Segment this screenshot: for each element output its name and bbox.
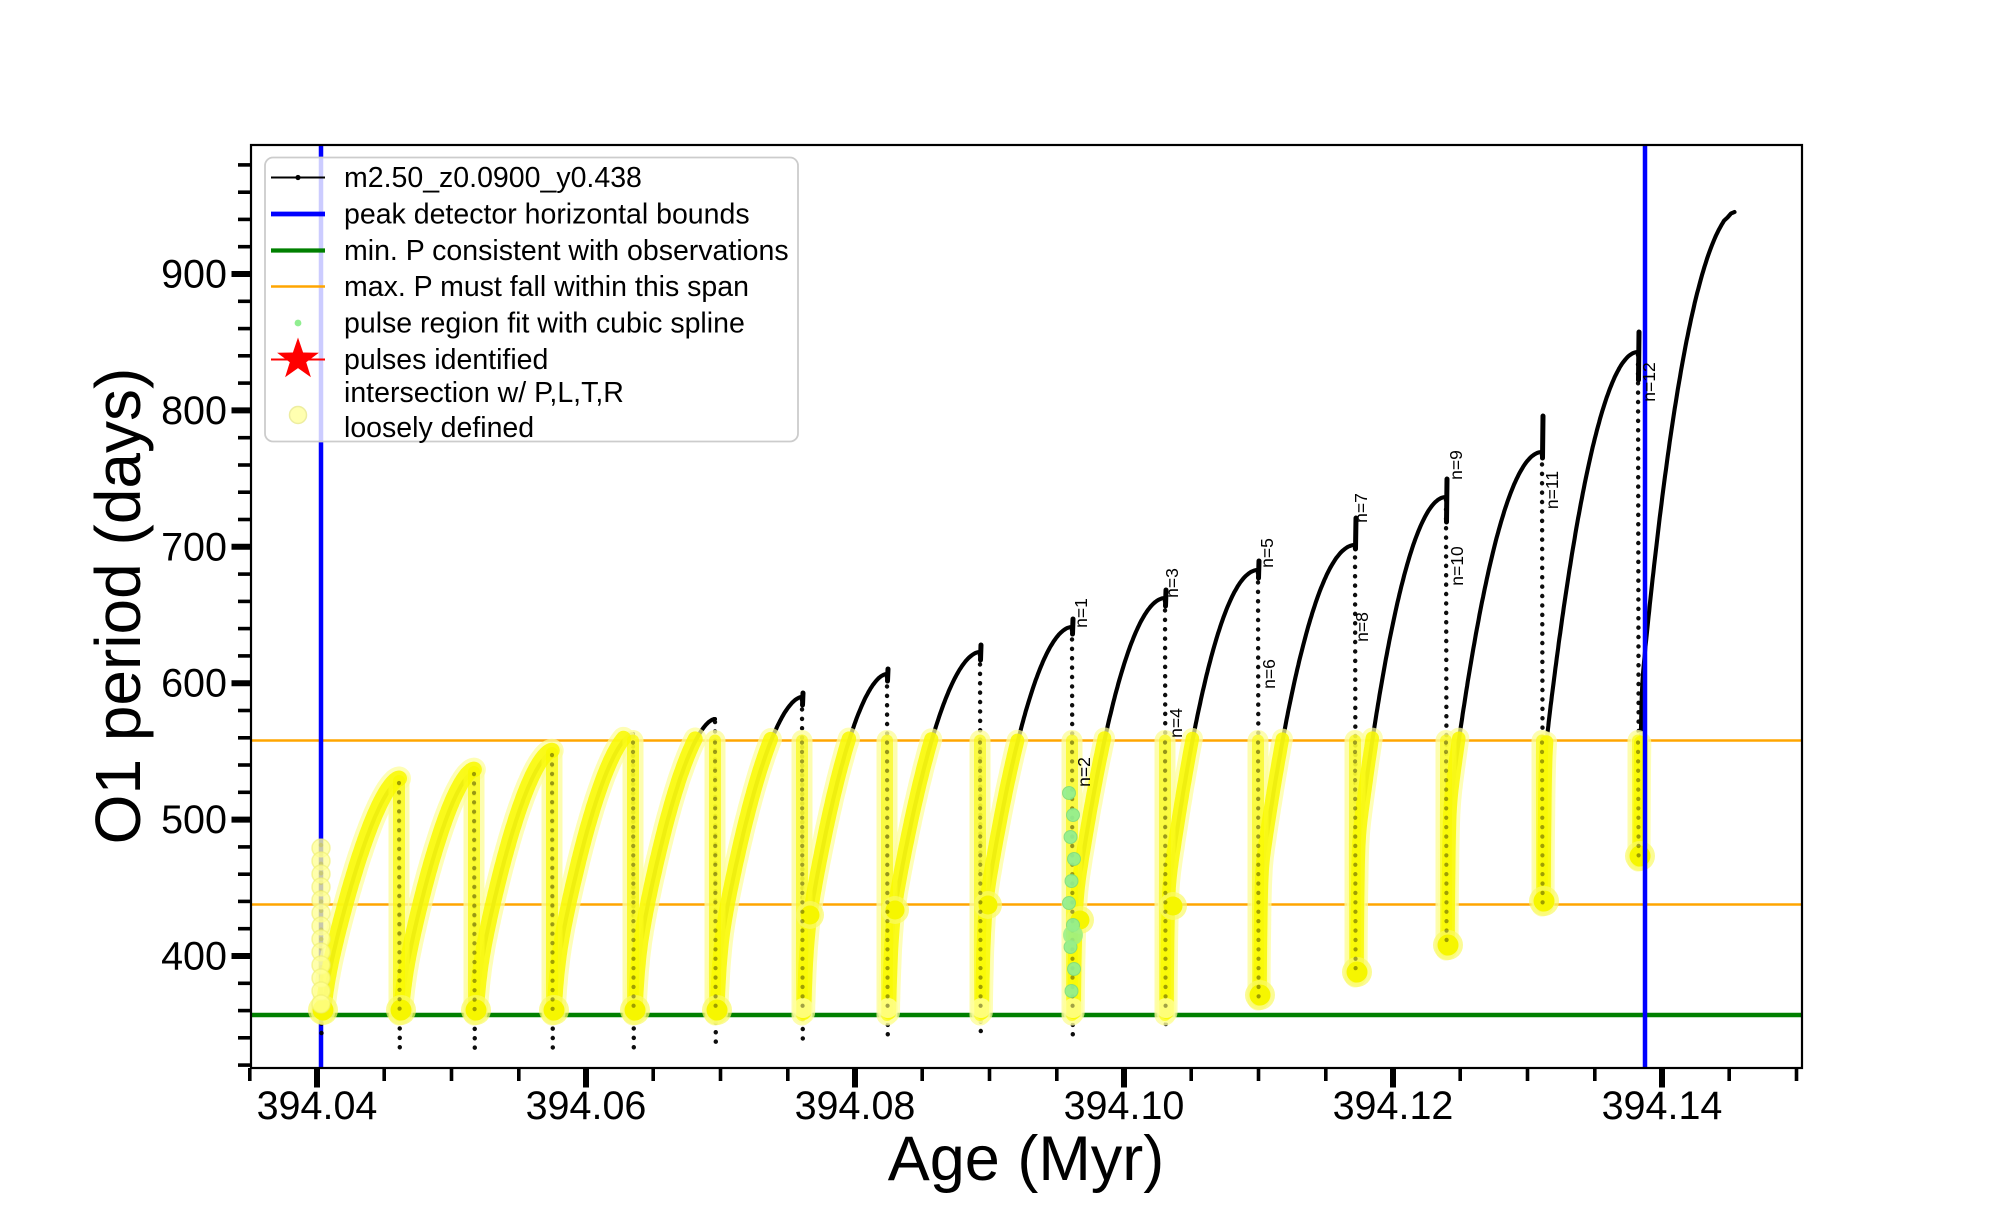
svg-text:394.14: 394.14 <box>1602 1084 1723 1128</box>
svg-text:500: 500 <box>161 798 227 842</box>
svg-text:n=9: n=9 <box>1446 450 1466 480</box>
svg-text:900: 900 <box>161 253 227 297</box>
svg-text:n=10: n=10 <box>1447 546 1467 586</box>
svg-text:700: 700 <box>161 525 227 569</box>
svg-text:loosely defined: loosely defined <box>344 412 534 444</box>
svg-text:n=11: n=11 <box>1542 471 1562 509</box>
svg-text:394.12: 394.12 <box>1333 1084 1454 1128</box>
svg-text:n=6: n=6 <box>1259 659 1279 689</box>
svg-text:pulses identified: pulses identified <box>344 344 548 376</box>
svg-text:max. P must fall within this s: max. P must fall within this span <box>344 271 749 303</box>
svg-text:pulse region fit with cubic sp: pulse region fit with cubic spline <box>344 308 745 340</box>
svg-text:394.10: 394.10 <box>1064 1084 1185 1128</box>
svg-text:400: 400 <box>161 935 227 979</box>
svg-text:n=5: n=5 <box>1257 538 1277 568</box>
svg-text:Age (Myr): Age (Myr) <box>888 1124 1165 1194</box>
svg-text:peak detector horizontal bound: peak detector horizontal bounds <box>344 199 750 231</box>
svg-text:m2.50_z0.0900_y0.438: m2.50_z0.0900_y0.438 <box>344 162 642 194</box>
svg-text:n=12: n=12 <box>1639 362 1659 401</box>
svg-text:n=8: n=8 <box>1352 612 1372 642</box>
svg-text:394.04: 394.04 <box>257 1084 378 1128</box>
svg-text:394.06: 394.06 <box>526 1084 647 1128</box>
svg-text:n=7: n=7 <box>1351 493 1371 523</box>
svg-text:600: 600 <box>161 662 227 706</box>
svg-text:n=4: n=4 <box>1166 708 1186 738</box>
svg-text:O1 period (days): O1 period (days) <box>82 368 154 845</box>
svg-text:min. P consistent with observa: min. P consistent with observations <box>344 235 789 267</box>
svg-text:n=2: n=2 <box>1074 757 1094 787</box>
svg-text:n=1: n=1 <box>1071 598 1091 628</box>
svg-text:intersection w/ P,L,T,R: intersection w/ P,L,T,R <box>344 377 624 409</box>
svg-text:394.08: 394.08 <box>795 1084 916 1128</box>
svg-text:800: 800 <box>161 389 227 433</box>
svg-text:n=3: n=3 <box>1162 568 1182 598</box>
